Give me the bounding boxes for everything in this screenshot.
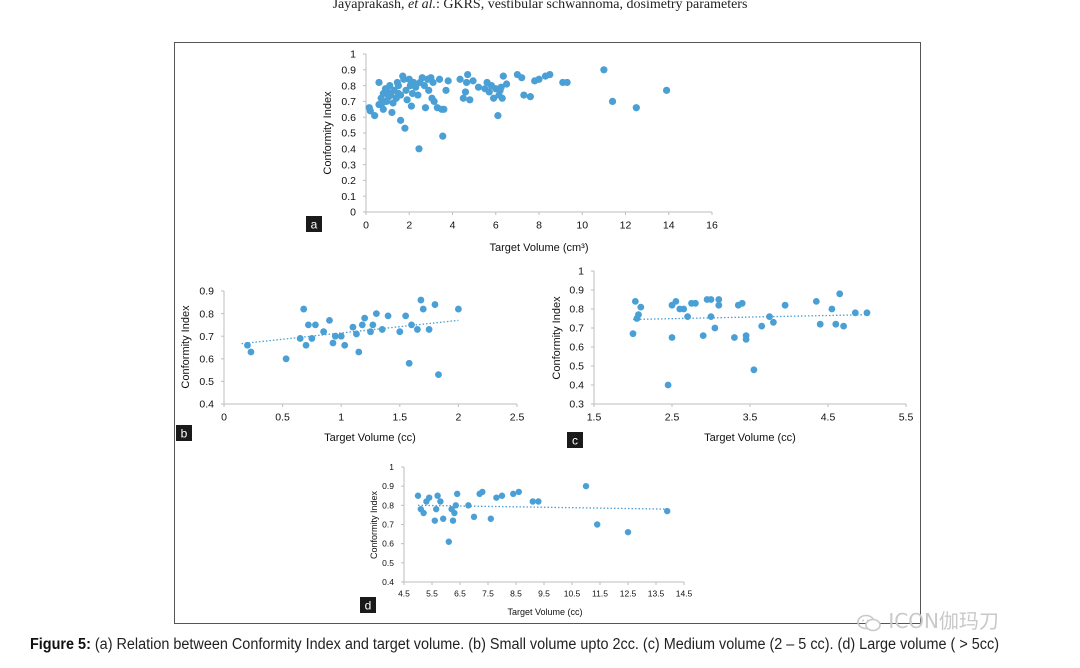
- header-rest: : GKRS, vestibular schwannoma, dosimetry…: [435, 0, 748, 12]
- header-author: Jayaprakash,: [332, 0, 405, 12]
- running-header: Jayaprakash, et al.: GKRS, vestibular sc…: [0, 0, 1080, 13]
- figure-frame: [174, 42, 921, 624]
- caption-text: (a) Relation between Conformity Index an…: [90, 636, 1000, 653]
- watermark: ICON伽玛刀: [856, 605, 999, 634]
- caption-label: Figure 5:: [30, 636, 91, 653]
- header-etal: et al.: [407, 0, 436, 12]
- figure-caption: Figure 5: (a) Relation between Conformit…: [30, 636, 1000, 654]
- wechat-icon: [857, 614, 881, 631]
- watermark-text: ICON伽玛刀: [888, 609, 999, 633]
